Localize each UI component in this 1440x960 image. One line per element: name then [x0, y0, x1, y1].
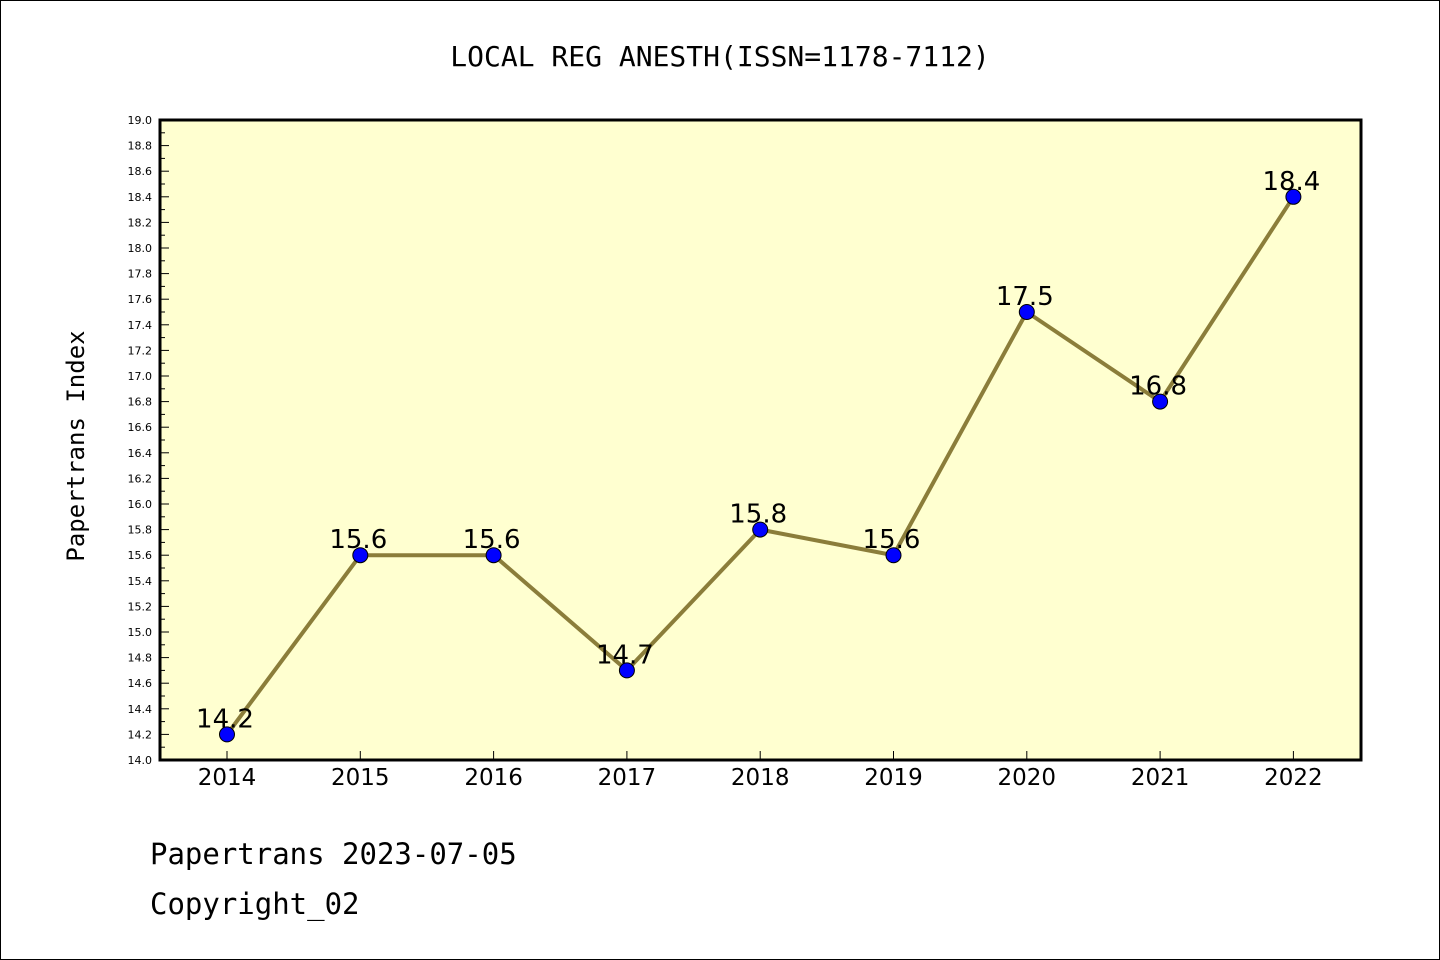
y-tick-label: 14.6: [128, 677, 153, 690]
y-tick-label: 15.0: [128, 626, 153, 639]
data-point: [885, 547, 902, 564]
y-tick-label: 17.4: [128, 319, 153, 332]
y-tick-label: 14.4: [128, 703, 153, 716]
data-point: [352, 547, 369, 564]
data-label: 18.4: [1262, 167, 1320, 197]
y-tick-label: 15.8: [128, 524, 153, 537]
data-label: 14.2: [196, 704, 254, 734]
y-tick-label: 15.2: [128, 600, 153, 613]
y-tick-label: 14.2: [128, 728, 153, 741]
y-tick-label: 17.8: [128, 268, 153, 281]
y-tick-label: 16.6: [128, 421, 153, 434]
y-tick-label: 18.8: [128, 140, 153, 153]
y-tick-label: 14.0: [128, 754, 153, 767]
data-label: 17.5: [996, 282, 1054, 312]
y-tick-label: 16.2: [128, 472, 153, 485]
data-label: 15.6: [463, 525, 521, 555]
data-label: 14.7: [596, 640, 654, 670]
x-tick-label: 2022: [1264, 765, 1323, 791]
footer-copyright: Copyright_02: [150, 887, 360, 922]
x-tick-label: 2019: [864, 765, 923, 791]
data-label-layer: 14.2 15.6 15.6 14.7 15.8 15.6 17.5 16.8 18.4: [196, 167, 1320, 735]
y-tick-label: 17.2: [128, 344, 153, 357]
data-point: [219, 726, 235, 743]
chart-title: LOCAL REG ANESTH(ISSN=1178-7112): [450, 40, 989, 73]
y-tick-label: 18.0: [128, 242, 153, 255]
y-tick-label: 17.6: [128, 293, 153, 306]
data-label: 15.8: [729, 500, 787, 530]
data-point: [485, 547, 502, 564]
x-tick-label: 2020: [998, 765, 1057, 791]
y-tick-label: 15.6: [128, 549, 153, 562]
plot-area: [158, 118, 1363, 762]
y-tick-label: 18.2: [128, 216, 153, 229]
y-tick-label: 17.0: [128, 370, 153, 383]
data-point: [1018, 304, 1035, 320]
x-tick-label: 2021: [1131, 765, 1190, 791]
data-point: [752, 521, 769, 538]
data-point: [1285, 188, 1302, 205]
data-point: [1152, 393, 1169, 410]
x-tick-label: 2016: [464, 765, 523, 791]
data-point: [618, 662, 635, 679]
y-tick-label: 15.4: [128, 575, 153, 588]
tick-layer: 14.0 14.2 14.4 14.6 14.8 15.0 15.2 15.4 15.6 15.8…: [128, 114, 1323, 791]
x-tick-label: 2017: [598, 765, 657, 791]
y-tick-label: 16.4: [128, 447, 153, 460]
data-label: 15.6: [863, 525, 921, 555]
y-tick-label: 16.0: [128, 498, 153, 511]
y-axis-label: Papertrans Index: [62, 330, 90, 561]
y-tick-label: 19.0: [128, 114, 153, 127]
y-tick-label: 18.4: [128, 191, 153, 204]
y-tick-label: 14.8: [128, 652, 153, 665]
footer-date: Papertrans 2023-07-05: [150, 837, 517, 871]
y-tick-label: 16.8: [128, 396, 153, 409]
x-tick-label: 2018: [731, 765, 790, 791]
x-tick-label: 2015: [331, 765, 390, 791]
data-label: 16.8: [1129, 372, 1187, 402]
data-label: 15.6: [329, 525, 387, 555]
y-tick-label: 18.6: [128, 165, 153, 178]
series-layer: [219, 188, 1302, 743]
x-tick-label: 2014: [198, 765, 257, 791]
